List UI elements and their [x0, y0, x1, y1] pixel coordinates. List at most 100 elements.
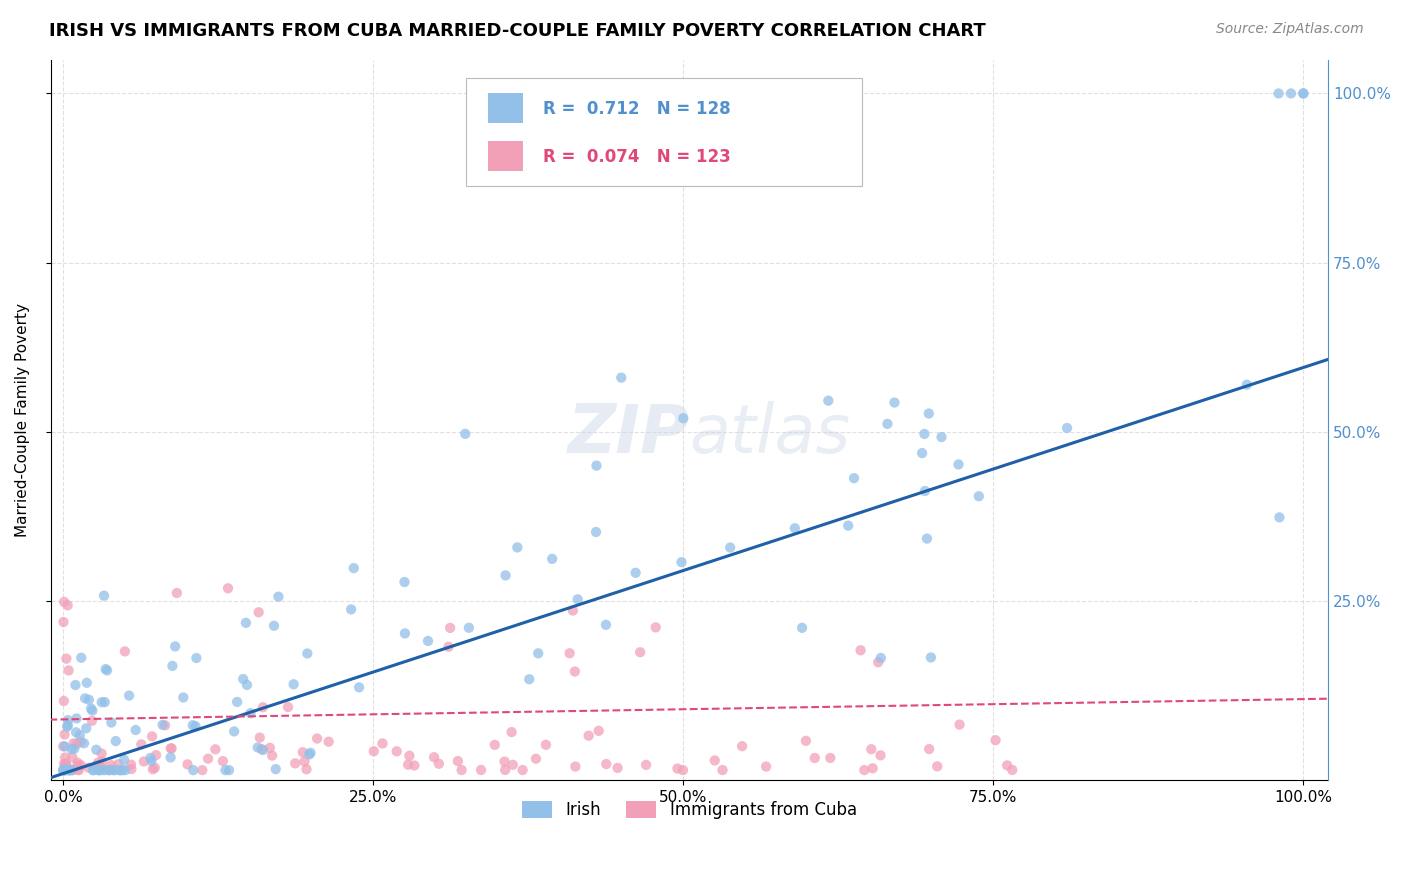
Point — [235, 615, 257, 630]
Point — [60, 763, 83, 777]
Point — [100, 715, 122, 730]
Point — [283, 677, 305, 691]
FancyBboxPatch shape — [465, 78, 862, 186]
Point — [143, 761, 166, 775]
Point — [534, 738, 557, 752]
Point — [948, 717, 970, 731]
Point — [52, 739, 75, 754]
Point — [53, 763, 76, 777]
Point — [90, 763, 112, 777]
Point — [101, 763, 124, 777]
Point — [181, 718, 204, 732]
Point — [53, 739, 76, 754]
Point — [494, 755, 516, 769]
Bar — [488, 93, 523, 123]
Point — [153, 718, 176, 732]
Point — [186, 651, 208, 665]
Point — [129, 737, 152, 751]
Point — [97, 763, 120, 777]
Point — [56, 718, 79, 732]
Point — [66, 763, 89, 777]
Point — [75, 721, 97, 735]
Point — [218, 763, 240, 777]
Point — [318, 735, 340, 749]
Point — [948, 458, 970, 472]
Point — [564, 759, 586, 773]
Point — [53, 760, 76, 774]
Point — [1279, 87, 1302, 101]
Point — [212, 754, 235, 768]
Point — [404, 758, 426, 772]
Point — [666, 762, 689, 776]
Point — [232, 672, 254, 686]
Point — [184, 719, 207, 733]
Point — [252, 700, 274, 714]
Point — [343, 561, 366, 575]
Point — [53, 595, 76, 609]
Point — [76, 675, 98, 690]
Point — [918, 742, 941, 756]
Point — [89, 763, 111, 777]
Point — [139, 751, 162, 765]
Point — [931, 430, 953, 444]
Point — [347, 681, 370, 695]
Point — [842, 471, 865, 485]
Point — [80, 701, 103, 715]
Point — [264, 762, 287, 776]
Point — [217, 581, 239, 595]
Point — [56, 720, 79, 734]
Point — [62, 736, 84, 750]
Point — [52, 694, 75, 708]
Point — [104, 763, 127, 777]
Point — [58, 664, 80, 678]
Point — [259, 740, 281, 755]
Point — [247, 605, 270, 619]
Point — [75, 691, 97, 706]
Point — [166, 586, 188, 600]
Text: R =  0.712   N = 128: R = 0.712 N = 128 — [543, 100, 730, 118]
Point — [90, 747, 112, 761]
Point — [512, 763, 534, 777]
Point — [470, 763, 492, 777]
Point — [181, 763, 204, 777]
Point — [396, 757, 419, 772]
Point — [484, 738, 506, 752]
Point — [294, 755, 316, 769]
Point — [165, 640, 187, 654]
Point — [517, 672, 540, 686]
Text: IRISH VS IMMIGRANTS FROM CUBA MARRIED-COUPLE FAMILY POVERTY CORRELATION CHART: IRISH VS IMMIGRANTS FROM CUBA MARRIED-CO… — [49, 22, 986, 40]
Point — [606, 761, 628, 775]
Point — [93, 589, 115, 603]
Point — [204, 742, 226, 756]
Point — [104, 734, 127, 748]
Point — [86, 758, 108, 772]
Point — [152, 718, 174, 732]
Point — [111, 763, 134, 777]
Point — [427, 756, 450, 771]
Point — [65, 711, 87, 725]
Point — [585, 524, 607, 539]
Point — [53, 727, 76, 741]
Point — [191, 763, 214, 777]
Point — [62, 763, 84, 777]
Point — [454, 426, 477, 441]
Point — [262, 748, 284, 763]
Point — [58, 763, 80, 777]
Point — [644, 620, 666, 634]
Point — [1267, 87, 1289, 101]
Point — [197, 752, 219, 766]
Point — [967, 489, 990, 503]
Point — [1292, 87, 1315, 101]
Point — [585, 458, 607, 473]
Text: atlas: atlas — [689, 401, 851, 467]
Point — [73, 736, 96, 750]
Point — [77, 692, 100, 706]
Point — [794, 734, 817, 748]
Point — [495, 568, 517, 582]
Point — [494, 763, 516, 777]
Point — [711, 763, 734, 777]
Point — [108, 763, 131, 777]
Point — [363, 744, 385, 758]
Point — [628, 645, 651, 659]
Point — [118, 689, 141, 703]
